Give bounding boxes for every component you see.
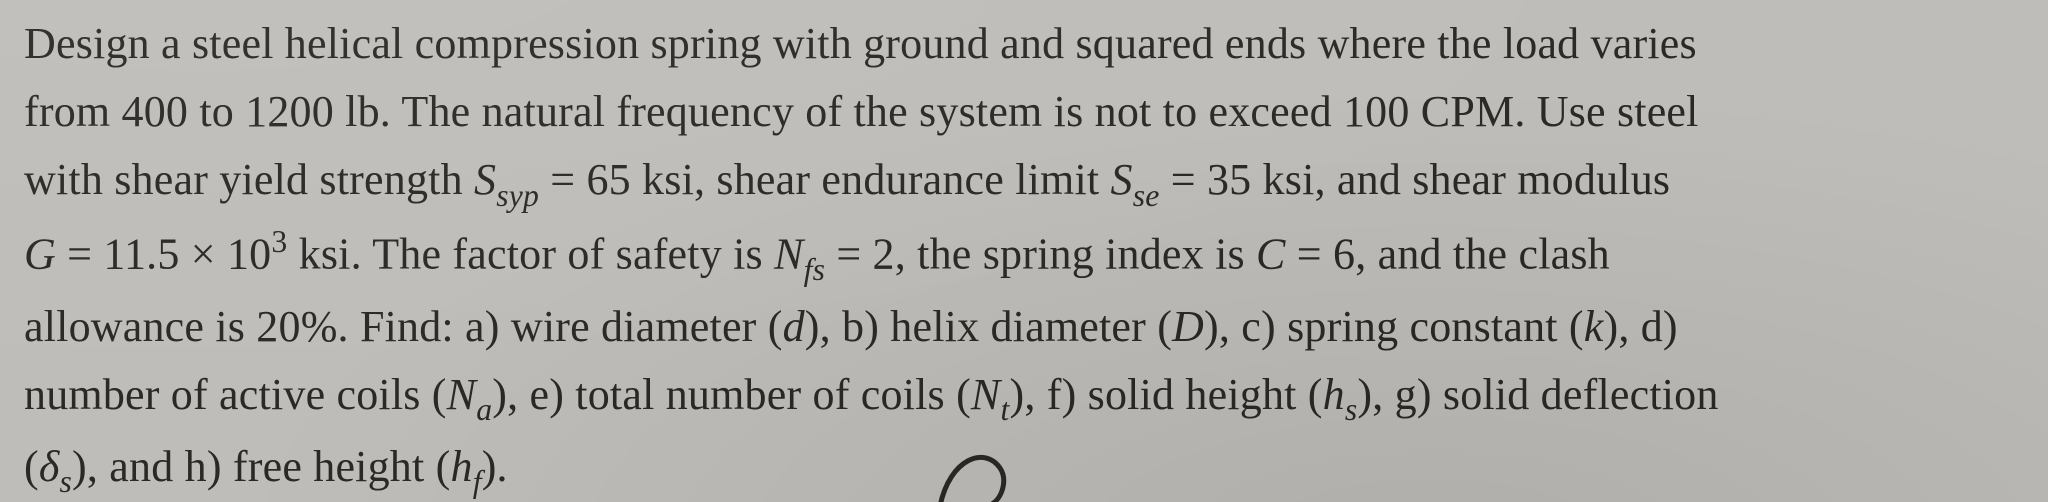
line-3b: = 65 ksi, shear endurance limit (539, 155, 1111, 204)
line-3a: with shear yield strength (24, 155, 474, 204)
sym-k: k (1584, 302, 1604, 351)
sub-s-2: s (60, 464, 73, 499)
line-5a: allowance is 20%. Find: a) wire diameter… (24, 302, 783, 351)
sym-h-1: h (1323, 370, 1345, 419)
line-6d: ), g) solid deflection (1357, 370, 1718, 419)
line-5c: ), c) spring constant ( (1204, 302, 1584, 351)
line-6c: ), f) solid height ( (1009, 370, 1322, 419)
line-4b: ksi. The factor of safety is (287, 230, 774, 279)
sym-N-2: N (447, 370, 477, 419)
sym-d: d (783, 302, 805, 351)
line-5d: ), d) (1603, 302, 1677, 351)
problem-text: Design a steel helical compression sprin… (24, 10, 2018, 502)
sup-3: 3 (271, 224, 287, 259)
big-close: ) (482, 442, 497, 491)
line-4d: = 6, and the clash (1286, 230, 1610, 279)
sub-t: t (1000, 392, 1009, 427)
sym-D: D (1172, 302, 1204, 351)
line-5b: ), b) helix diameter ( (805, 302, 1172, 351)
sub-s-1: s (1345, 392, 1358, 427)
line-6b: ), e) total number of coils ( (492, 370, 971, 419)
sym-N-3: N (971, 370, 1001, 419)
sym-delta: δ (39, 442, 60, 491)
sym-N-1: N (774, 230, 804, 279)
sym-S-2: S (1111, 155, 1133, 204)
sub-se: se (1133, 178, 1160, 213)
line-6a: number of active coils ( (24, 370, 447, 419)
line-4a: = 11.5 × 10 (56, 230, 271, 279)
sub-a: a (476, 392, 492, 427)
sym-h-2: h (450, 442, 472, 491)
line-2: from 400 to 1200 lb. The natural frequen… (24, 87, 1699, 136)
sub-f: f (473, 464, 482, 499)
line-7b: ), and h) free height (72, 442, 436, 491)
sym-S-1: S (474, 155, 496, 204)
sub-syp: syp (496, 178, 539, 213)
sym-C: C (1256, 230, 1286, 279)
line-7-open: ( (24, 442, 39, 491)
line-4c: = 2, the spring index is (825, 230, 1256, 279)
line-1: Design a steel helical compression sprin… (24, 19, 1697, 68)
line-7c: . (497, 442, 508, 491)
sub-fs: fs (804, 252, 826, 287)
line-3c: = 35 ksi, and shear modulus (1160, 155, 1671, 204)
big-open: ( (436, 442, 451, 491)
sym-G: G (24, 230, 56, 279)
